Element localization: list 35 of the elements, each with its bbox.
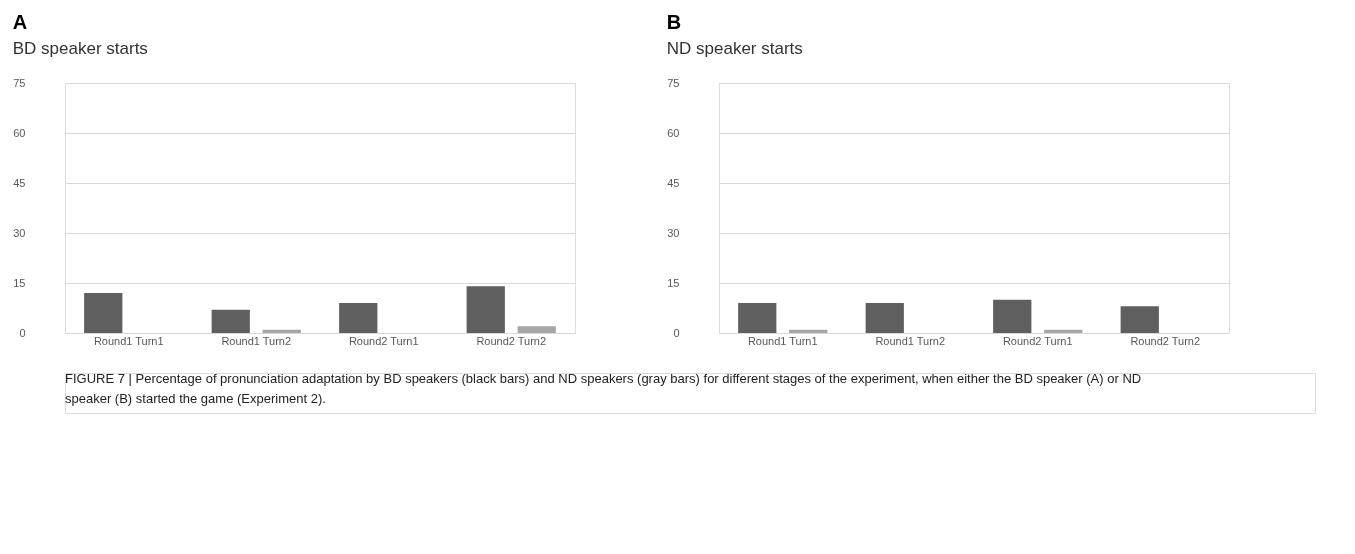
caption: FIGURE 7 | Percentage of pronunciation adaptation by BD speakers (black bars) and ND speakers (gray bars) for different stages of the experiment, when either the BD speaker (A) or ND speaker (B) started the game (Experiment 2). [65, 371, 1142, 406]
y-tick-label: 30 [13, 226, 26, 239]
x-tick-label: Round1 Turn2 [875, 334, 946, 347]
y-tick-label: 45 [667, 176, 680, 189]
x-tick-label: Round2 Turn2 [476, 334, 547, 347]
x-tick-label: Round2 Turn2 [1130, 334, 1201, 347]
x-tick-label: Round1 Turn2 [221, 334, 292, 347]
x-tick-label: Round2 Turn1 [348, 334, 419, 347]
chart-subtitle: BD speaker starts [12, 39, 148, 58]
y-tick-label: 45 [13, 176, 26, 189]
y-tick-label: 15 [13, 276, 26, 289]
chart-title: A [12, 11, 28, 33]
bar [993, 299, 1032, 333]
x-tick-label: Round1 Turn1 [747, 334, 818, 347]
y-tick-label: 60 [13, 126, 26, 139]
y-tick-label: 60 [667, 126, 680, 139]
bar [84, 293, 123, 333]
bar [738, 303, 777, 333]
chart-subtitle: ND speaker starts [666, 39, 803, 58]
y-tick-label: 15 [667, 276, 680, 289]
chart-title: B [666, 11, 682, 33]
bar [1120, 306, 1159, 333]
x-tick-label: Round2 Turn1 [1002, 334, 1073, 347]
y-tick-label: 0 [19, 326, 26, 339]
bar [339, 303, 378, 333]
bar [517, 326, 556, 333]
x-tick-label: Round1 Turn1 [93, 334, 164, 347]
y-tick-label: 75 [13, 76, 26, 89]
y-tick-label: 75 [667, 76, 680, 89]
y-tick-label: 30 [667, 226, 680, 239]
bar [466, 286, 505, 333]
y-tick-label: 0 [673, 326, 680, 339]
bar [211, 309, 250, 333]
bar [865, 303, 904, 333]
bar [789, 329, 828, 333]
